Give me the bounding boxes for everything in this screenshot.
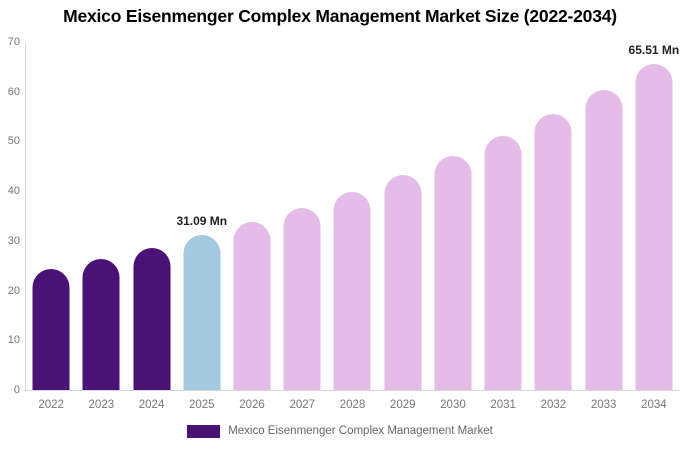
plot-area: 2022 2023 2024 31.09 Mn 2025 2026 2027 2028 2029… <box>25 42 680 411</box>
bar-2022[interactable] <box>32 269 70 390</box>
y-tick-label: 20 <box>7 284 20 297</box>
bar-column: 2022 <box>26 42 76 411</box>
bar-value-label-2034: 65.51 Mn <box>628 43 680 58</box>
legend-swatch[interactable] <box>187 424 221 438</box>
legend: Mexico Eisenmenger Complex Management Ma… <box>0 422 680 440</box>
bar-2034[interactable] <box>635 64 673 390</box>
x-tick-label-2032: 2032 <box>540 399 567 411</box>
x-tick-label-2031: 2031 <box>490 399 516 411</box>
bar-column: 65.51 Mn 2034 <box>628 42 680 411</box>
bar-2031[interactable] <box>484 135 522 390</box>
x-tick-label-2030: 2030 <box>440 399 466 411</box>
y-tick-label: 0 <box>13 384 20 396</box>
y-tick-label: 50 <box>7 135 20 148</box>
x-tick-label-2024: 2024 <box>138 399 165 411</box>
bar-column: 2024 <box>126 42 176 411</box>
x-tick-label-2033: 2033 <box>590 399 617 411</box>
bar-2025[interactable] <box>183 235 221 390</box>
bar-2026[interactable] <box>233 222 271 390</box>
bar-value-label-2025: 31.09 Mn <box>176 214 228 229</box>
x-tick-label-2029: 2029 <box>389 399 416 411</box>
bar-column: 2032 <box>528 42 578 411</box>
x-tick-label-2026: 2026 <box>239 399 265 411</box>
bar-2028[interactable] <box>333 191 371 390</box>
bar-2033[interactable] <box>585 90 623 390</box>
bar-column: 31.09 Mn 2025 <box>176 42 228 411</box>
bar-column: 2033 <box>579 42 629 411</box>
y-tick-label: 70 <box>7 36 20 48</box>
legend-label[interactable]: Mexico Eisenmenger Complex Management Ma… <box>228 425 493 437</box>
bar-2030[interactable] <box>434 156 472 390</box>
bar-2032[interactable] <box>534 114 572 390</box>
bar-2023[interactable] <box>82 259 120 390</box>
bar-column: 2028 <box>327 42 377 411</box>
y-tick-label: 40 <box>7 185 20 198</box>
bar-column: 2023 <box>76 42 126 411</box>
bar-2024[interactable] <box>133 247 171 390</box>
bar-column: 2031 <box>478 42 528 411</box>
bar-column: 2027 <box>277 42 327 411</box>
x-tick-label-2028: 2028 <box>339 399 366 411</box>
bar-2029[interactable] <box>384 174 422 390</box>
x-tick-label-2022: 2022 <box>38 399 64 411</box>
bar-column: 2030 <box>428 42 478 411</box>
y-axis: 0 10 20 30 40 50 60 70 <box>0 36 20 396</box>
x-tick-label-2034: 2034 <box>641 399 667 411</box>
x-tick-label-2027: 2027 <box>289 399 316 411</box>
bar-column: 2026 <box>227 42 277 411</box>
y-tick-label: 60 <box>7 85 20 98</box>
x-tick-label-2025: 2025 <box>189 399 215 411</box>
y-tick-label: 30 <box>7 234 20 247</box>
chart-title: Mexico Eisenmenger Complex Management Ma… <box>63 6 617 26</box>
bar-2027[interactable] <box>283 207 321 390</box>
y-tick-label: 10 <box>7 334 20 347</box>
x-tick-label-2023: 2023 <box>88 399 115 411</box>
bar-column: 2029 <box>378 42 428 411</box>
